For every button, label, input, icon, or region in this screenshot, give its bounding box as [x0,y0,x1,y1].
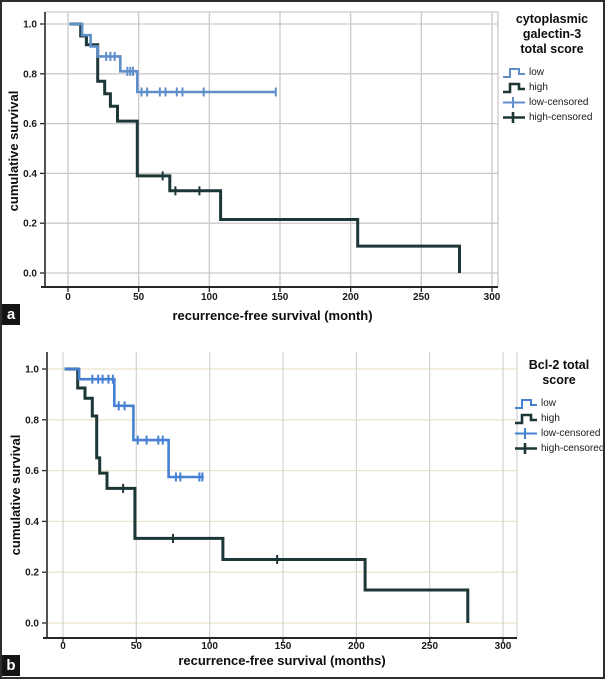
x-tick-label: 50 [131,641,143,652]
step-curve-icon [503,82,525,94]
x-tick-label: 100 [201,641,218,652]
x-tick-label: 200 [348,641,365,652]
x-axis-label-a: recurrence-free survival (month) [172,308,373,323]
x-tick-label: 150 [275,641,292,652]
y-tick-label: 0.4 [25,517,39,528]
x-tick-label: 150 [272,292,289,303]
x-axis-label-b: recurrence-free survival (months) [178,653,386,668]
legend-item-high: high [514,412,604,426]
step-glyph [515,413,537,425]
censored-plus-icon [503,96,525,108]
survival-curve-low [64,367,204,479]
step-glyph [503,67,525,78]
survival-plot-a: 0 50 100 150 200 250 300 1.0 0.8 0.6 0.4 0.2 0.0 [23,11,501,303]
y-tick-label: 0.8 [25,415,39,426]
censored-plus-icon [515,428,537,439]
x-tick-label: 0 [65,292,71,303]
legend-item-label: low [541,398,557,409]
x-tick-label: 100 [201,292,218,303]
panel-badge-b: b [2,655,20,676]
legend-item-label: low-censored [529,96,589,108]
censored-plus-icon [515,443,537,454]
step-curve-icon [503,67,525,78]
y-tick-label: 0.2 [25,568,39,579]
x-tick-label: 300 [495,641,512,652]
x-tick-label: 0 [60,641,66,652]
y-tick-label: 0.6 [23,119,37,130]
y-tick-label: 0.6 [25,466,39,477]
survival-curve-high [64,367,470,623]
panel-badge-a: a [2,304,20,325]
survival-plot-b: 0 50 100 150 200 250 300 1.0 0.8 0.6 0.4 0.2 0.0 [25,352,518,652]
survival-curve-high [69,22,461,273]
legend-item-label: high [541,413,560,424]
y-tick-label: 1.0 [23,20,37,31]
legend-title: Bcl-2 total score [528,358,590,387]
x-tick-label: 50 [133,292,145,303]
step-glyph [515,399,537,409]
legend-item-label: low [529,66,545,78]
y-tick-label: 1.0 [25,365,39,376]
step-curve-icon [515,399,537,409]
survival-curve-low [69,22,276,94]
legend-b: Bcl-2 total score low high low-censored high-… [514,358,604,456]
y-axis-label-b: cumulative survival [8,434,23,556]
x-tick-label: 200 [342,292,359,303]
censored-plus-icon [503,111,525,123]
legend-item-high-censored: high-censored [502,110,602,124]
y-tick-label: 0.0 [23,269,37,280]
legend-item-label: low-censored [541,428,601,439]
step-glyph [503,82,525,94]
x-tick-label: 250 [421,641,438,652]
legend-item-label: high [529,81,548,93]
step-curve-icon [515,413,537,425]
x-tick-label: 250 [413,292,430,303]
y-tick-label: 0.4 [23,169,37,180]
legend-item-high-censored: high-censored [514,442,604,456]
y-tick-label: 0.2 [23,219,37,230]
y-tick-label: 0.0 [25,619,39,630]
legend-item-low-censored: low-censored [514,427,604,441]
legend-item-label: high-censored [529,111,593,123]
y-tick-label: 0.8 [23,69,37,80]
legend-title: cytoplasmic galectin-3 total score [515,12,589,56]
legend-item-low: low [502,65,602,79]
legend-a: cytoplasmic galectin-3 total score low high l… [502,12,602,124]
x-tick-label: 300 [484,292,501,303]
legend-item-high: high [502,80,602,94]
panel-a: 0 50 100 150 200 250 300 1.0 0.8 0.6 0.4 0.2 0.0 cum… [6,11,602,323]
legend-item-label: high-censored [541,443,605,454]
y-axis-label-a: cumulative survival [6,90,21,212]
panel-b: 0 50 100 150 200 250 300 1.0 0.8 0.6 0.4 0.2 0.0 cum… [0,340,605,679]
legend-item-low-censored: low-censored [502,95,602,109]
legend-item-low: low [514,397,604,411]
